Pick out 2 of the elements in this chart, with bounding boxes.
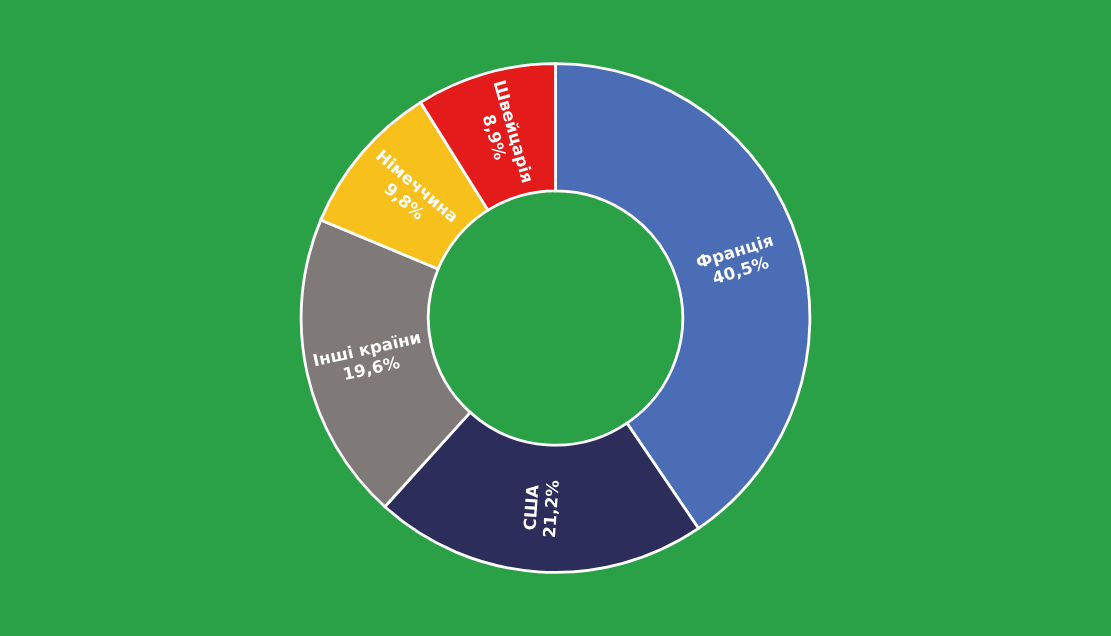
data-label: 21,2% (542, 480, 562, 538)
slice-label: США (523, 484, 539, 530)
